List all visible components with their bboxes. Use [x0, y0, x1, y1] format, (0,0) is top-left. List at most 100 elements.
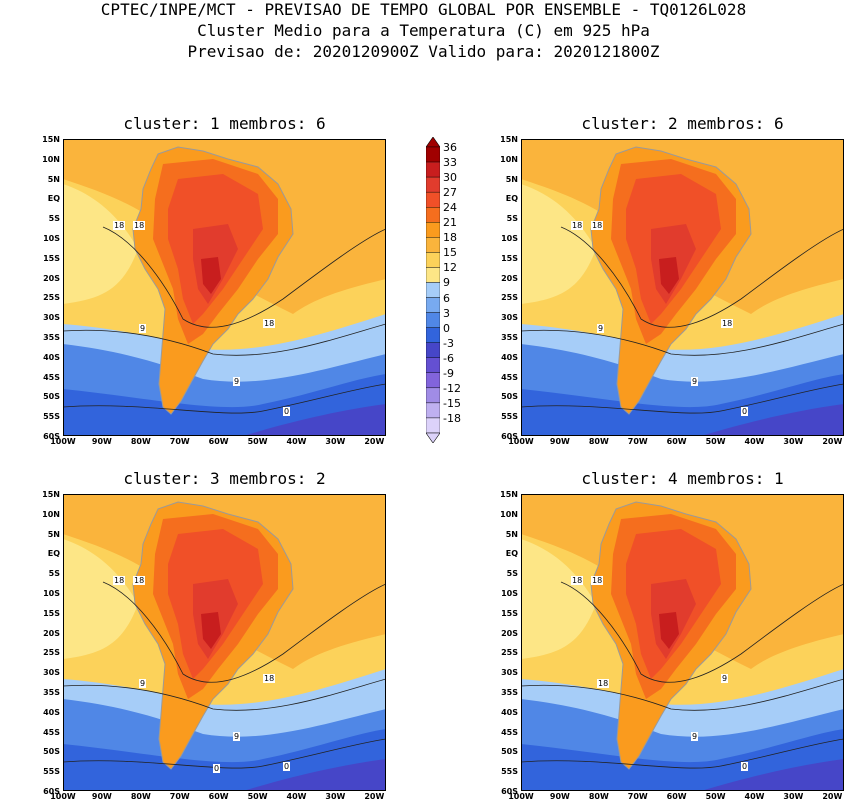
lon-tick-label: 70W: [169, 792, 190, 801]
legend-label: -3: [443, 336, 454, 350]
legend-swatch: [426, 267, 440, 283]
lon-tick-label: 80W: [130, 437, 151, 446]
contour-label: 18: [591, 221, 604, 230]
lat-tick-label: 40S: [501, 707, 518, 717]
legend-label: 30: [443, 171, 457, 185]
legend-swatch: [426, 327, 440, 343]
legend-swatch: [426, 297, 440, 313]
map-panel-cluster-4: 18 18 9 18 9 0: [521, 494, 844, 791]
map-panel-cluster-3: 18 18 18 9 9 0 0: [63, 494, 386, 791]
lat-tick-label: 15S: [43, 608, 60, 618]
legend-label: -15: [443, 396, 461, 410]
contour-label: 18: [113, 221, 126, 230]
lat-tick-label: 15S: [501, 253, 518, 263]
lat-tick-label: 5S: [48, 569, 60, 579]
lon-tick-label: 60W: [208, 792, 229, 801]
legend-swatch: [426, 222, 440, 238]
contour-label: 18: [591, 576, 604, 585]
contour-label: 9: [721, 674, 729, 683]
legend-label: 0: [443, 321, 450, 335]
lat-tick-label: 25S: [43, 648, 60, 658]
panel-title-cluster-2: cluster: 2 membros: 6: [581, 114, 784, 133]
lat-tick-label: 20S: [43, 273, 60, 283]
lat-tick-label: 50S: [43, 392, 60, 402]
lat-tick-label: 35S: [501, 688, 518, 697]
contour-label: 9: [139, 324, 147, 333]
lon-tick-label: 50W: [247, 437, 268, 446]
lon-tick-label: 100W: [508, 792, 534, 801]
legend-swatch: [426, 176, 440, 193]
legend-swatch: [426, 312, 440, 328]
lat-tick-label: EQ: [47, 194, 60, 204]
legend-swatch: [426, 342, 440, 358]
map-panel-cluster-2: 18 18 18 9 9 0: [521, 139, 844, 436]
lat-tick-label: 5S: [506, 214, 518, 224]
contour-label: 18: [571, 576, 584, 585]
lon-tick-label: 20W: [364, 437, 385, 446]
lat-tick-label: 5S: [506, 569, 518, 579]
lat-tick-label: 25S: [43, 293, 60, 303]
legend-swatch: [426, 387, 440, 404]
lon-tick-label: 60W: [666, 792, 687, 801]
legend-swatch: [426, 402, 440, 419]
contour-label: 9: [691, 732, 699, 741]
lon-tick-label: 80W: [130, 792, 151, 801]
lon-tick-label: 80W: [588, 792, 609, 801]
panel-title-cluster-3: cluster: 3 membros: 2: [123, 469, 326, 488]
contour-label: 0: [283, 407, 291, 416]
legend-swatch: [426, 161, 440, 178]
lat-tick-label: 5S: [48, 214, 60, 224]
lat-tick-label: 45S: [501, 727, 518, 737]
lat-tick-label: 60S: [43, 787, 60, 796]
lat-tick-label: 30S: [43, 668, 60, 678]
lat-tick-label: 15N: [500, 490, 518, 499]
legend-label: 6: [443, 291, 450, 305]
lat-tick-label: 10N: [42, 154, 60, 164]
lon-tick-label: 70W: [169, 437, 190, 446]
panel-title-cluster-1: cluster: 1 membros: 6: [123, 114, 326, 133]
contour-label: 18: [721, 319, 734, 328]
lat-tick-label: 5N: [505, 529, 518, 539]
lat-tick-label: 20S: [43, 628, 60, 638]
lat-tick-label: 10N: [42, 509, 60, 519]
lat-tick-label: 60S: [501, 432, 518, 441]
lat-tick-label: 35S: [501, 333, 518, 342]
legend-label: -18: [443, 411, 461, 425]
lon-tick-label: 90W: [549, 792, 570, 801]
legend-label: 15: [443, 246, 457, 260]
lon-tick-label: 50W: [247, 792, 268, 801]
legend-label: -12: [443, 381, 461, 395]
legend-swatch: [426, 282, 440, 298]
lon-tick-label: 90W: [91, 437, 112, 446]
lon-tick-label: 90W: [91, 792, 112, 801]
lat-tick-label: 50S: [501, 392, 518, 402]
panel-title-cluster-4: cluster: 4 membros: 1: [581, 469, 784, 488]
lat-tick-label: 20S: [501, 273, 518, 283]
legend-swatch: [426, 372, 440, 389]
legend-swatch: [426, 191, 440, 208]
lat-tick-label: 15S: [43, 253, 60, 263]
lat-tick-label: 15N: [42, 135, 60, 144]
lat-tick-label: 45S: [43, 727, 60, 737]
lon-tick-label: 60W: [666, 437, 687, 446]
lat-tick-label: 30S: [501, 668, 518, 678]
lat-tick-label: 40S: [43, 707, 60, 717]
contour-label: 9: [233, 732, 241, 741]
lat-tick-label: 35S: [43, 333, 60, 342]
contour-label: 18: [263, 319, 276, 328]
legend-swatch: [426, 207, 440, 223]
legend-swatch: [426, 146, 440, 163]
lat-tick-label: 45S: [43, 372, 60, 382]
color-legend: [426, 137, 440, 443]
lat-tick-label: 15N: [500, 135, 518, 144]
lat-tick-label: 10N: [500, 154, 518, 164]
lon-tick-label: 100W: [50, 792, 76, 801]
contour-label: 18: [571, 221, 584, 230]
contour-label: 18: [113, 576, 126, 585]
legend-label: 9: [443, 276, 450, 290]
lon-tick-label: 20W: [822, 792, 843, 801]
lon-tick-label: 40W: [744, 792, 765, 801]
lon-tick-label: 30W: [325, 792, 346, 801]
legend-label: 12: [443, 261, 457, 275]
legend-swatch: [426, 252, 440, 268]
